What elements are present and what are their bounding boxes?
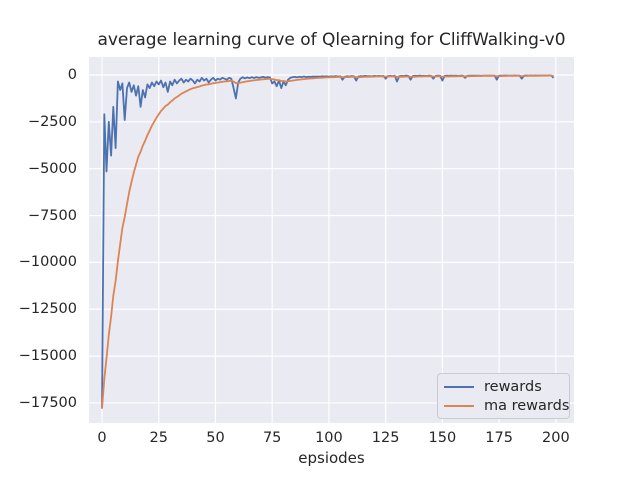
y-tick-label: −7500 xyxy=(27,207,77,224)
y-tick-label: −10000 xyxy=(18,254,77,271)
legend-item: rewards xyxy=(444,377,563,396)
y-tick-label: 0 xyxy=(67,66,77,83)
gridlines xyxy=(89,57,574,423)
x-tick-label: 100 xyxy=(315,430,343,446)
y-tick-label: −17500 xyxy=(18,394,77,411)
x-tick-label: 150 xyxy=(428,430,457,446)
x-tick-label: 25 xyxy=(149,430,168,446)
x-tick-label: 0 xyxy=(97,430,107,446)
x-tick-label: 175 xyxy=(485,430,513,446)
legend-label: ma rewards xyxy=(484,397,570,414)
y-tick-label: −2500 xyxy=(27,113,77,130)
x-tick-label: 50 xyxy=(206,430,225,446)
rewards-legend-swatch xyxy=(444,385,474,388)
ma-rewards-line xyxy=(101,74,554,409)
x-axis-label: epsiodes xyxy=(298,449,365,467)
x-tick-label: 200 xyxy=(542,430,570,446)
legend-item: ma rewards xyxy=(444,396,569,415)
y-tick-label: −5000 xyxy=(27,160,77,177)
legend-label: rewards xyxy=(484,378,542,395)
y-tick-label: −15000 xyxy=(18,348,77,365)
x-tick-label: 125 xyxy=(371,430,400,446)
legend: rewards ma rewards xyxy=(437,373,570,419)
y-tick-label: −12500 xyxy=(18,301,77,318)
chart-title: average learning curve of Qlearning for … xyxy=(97,30,566,50)
x-tick-label: 75 xyxy=(262,430,282,446)
ma-rewards-legend-swatch xyxy=(444,404,474,407)
plot-background xyxy=(89,57,574,423)
